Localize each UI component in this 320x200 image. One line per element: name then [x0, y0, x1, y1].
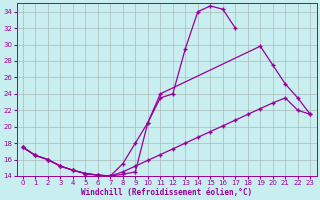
X-axis label: Windchill (Refroidissement éolien,°C): Windchill (Refroidissement éolien,°C): [81, 188, 252, 197]
